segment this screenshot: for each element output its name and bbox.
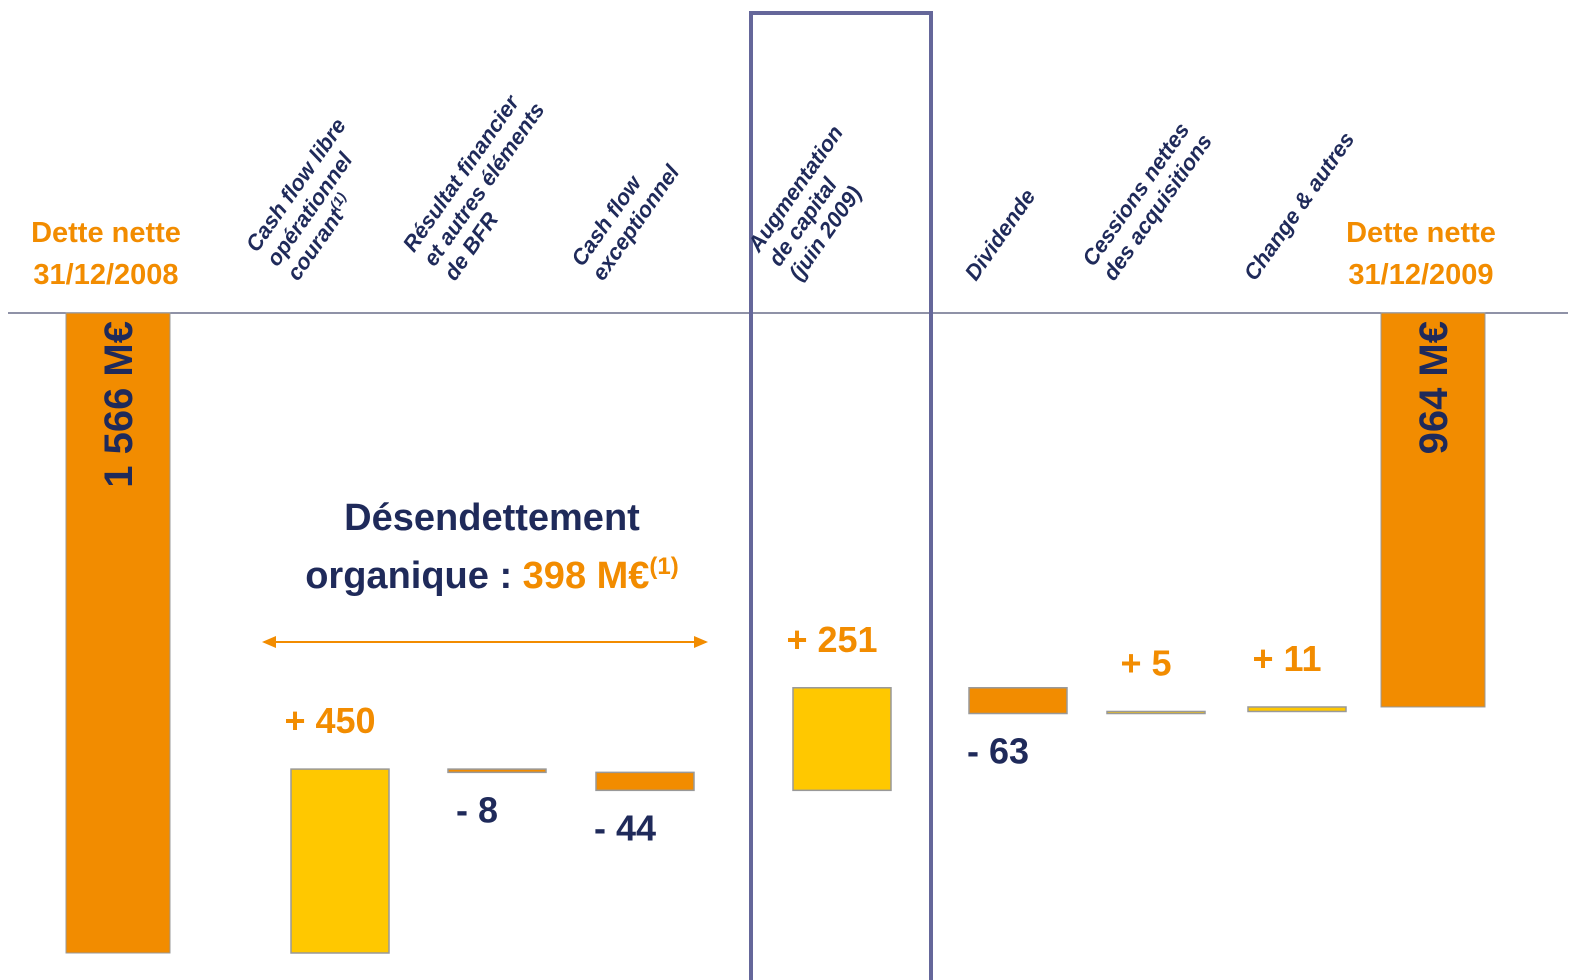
value-label: - 63 (967, 731, 1029, 772)
arrow-head (694, 636, 708, 648)
value-label: 1 566 M€ (97, 321, 141, 488)
category-label: Dividende (960, 184, 1041, 284)
bar (1106, 710, 1206, 715)
value-label: + 450 (284, 700, 375, 741)
value-label: + 251 (786, 619, 877, 660)
category-label-group: Change & autres (1239, 127, 1360, 285)
annotation: organique : 398 M€(1) (305, 553, 679, 597)
bar (65, 312, 171, 954)
bar (792, 687, 892, 792)
annotation-highlight: 398 M€ (523, 555, 650, 597)
bar (447, 768, 547, 774)
category-label: Dette nette (31, 217, 181, 249)
category-label: Dette nette (1346, 217, 1496, 249)
bar (1380, 312, 1486, 708)
bar (290, 768, 390, 954)
arrow-head (262, 636, 276, 648)
annotation: Désendettement (344, 497, 640, 539)
category-label-line: Change & autres (1239, 127, 1360, 285)
category-label-group: Dividende (960, 184, 1041, 284)
value-label: - 44 (594, 807, 656, 848)
category-label: 31/12/2008 (33, 259, 178, 291)
bar (968, 687, 1068, 715)
value-label: - 8 (456, 789, 498, 830)
highlight-frame (749, 11, 933, 980)
annotation-text: organique : (305, 555, 522, 597)
category-label-line: Dividende (960, 184, 1041, 284)
bar (595, 771, 695, 792)
category-label: Change & autres (1239, 127, 1360, 285)
annotation-note: (1) (649, 553, 678, 580)
category-label: 31/12/2009 (1348, 259, 1493, 291)
bar (1247, 706, 1347, 713)
value-label: + 5 (1120, 642, 1171, 683)
value-label: 964 M€ (1412, 321, 1456, 454)
value-label: + 11 (1252, 638, 1321, 679)
